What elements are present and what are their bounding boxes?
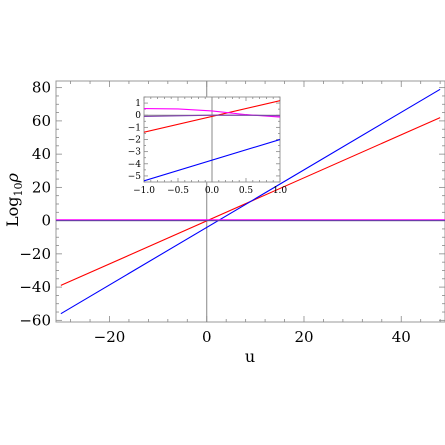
inset-series-line-4 (144, 114, 280, 117)
main-x-tick-label: 40 (392, 328, 411, 346)
inset-x-tick-label: −0.5 (167, 186, 189, 196)
main-y-tick-label: −60 (19, 311, 51, 329)
main-y-tick-label: 40 (32, 145, 51, 163)
inset-series-line-1 (144, 100, 280, 133)
main-y-tick-label: −40 (19, 278, 51, 296)
main-y-tick-label: 0 (41, 212, 51, 230)
main-y-tick-label: 60 (32, 112, 51, 130)
main-x-tick-label: 0 (202, 328, 212, 346)
inset-x-tick-label: 1.0 (273, 186, 288, 196)
inset-y-tick-label: −1 (128, 123, 141, 133)
inset-y-tick-label: 0 (135, 111, 141, 121)
inset-y-tick-label: −2 (128, 136, 141, 146)
inset-plot: −1.0 −0.5 0.0 0.5 1.0 1 0 −1 −2 −3 −4 −5 (128, 96, 288, 196)
inset-y-tick-label: 1 (135, 99, 141, 109)
main-y-tick-label: 80 (32, 79, 51, 97)
main-x-tick-label: 20 (294, 328, 313, 346)
main-series-line-2 (60, 88, 441, 315)
main-y-tick-label: −20 (19, 245, 51, 263)
inset-y-tick-label: −5 (128, 172, 142, 182)
inset-x-tick-label: 0.5 (239, 186, 254, 196)
main-x-tick-label: −20 (94, 328, 126, 346)
inset-x-tick-label: 0.0 (205, 186, 220, 196)
inset-x-tick-label: −1.0 (133, 186, 155, 196)
x-axis-label: u (245, 347, 255, 366)
inset-y-tick-label: −4 (128, 160, 142, 170)
main-y-tick-label: 20 (32, 178, 51, 196)
inset-y-tick-label: −3 (128, 148, 142, 158)
y-axis-label: Log10ρ (3, 172, 25, 227)
inset-series-line-2 (144, 138, 280, 182)
